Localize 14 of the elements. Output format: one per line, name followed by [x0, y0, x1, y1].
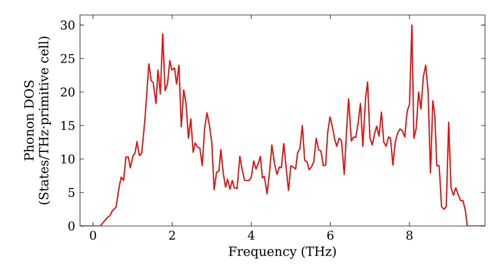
x-tick-label: 2 — [169, 230, 175, 240]
x-tick-label: 8 — [406, 230, 412, 240]
y-tick-label: 30 — [60, 20, 74, 30]
y-tick-label: 20 — [60, 87, 74, 97]
x-axis-title: Frequency (THz) — [228, 246, 336, 259]
y-tick-label: 0 — [68, 221, 74, 231]
x-tick-label: 0 — [90, 230, 96, 240]
y-tick-label: 5 — [68, 188, 74, 197]
y-tick-label: 25 — [60, 54, 74, 64]
x-tick-label: 4 — [248, 230, 254, 240]
y-tick-label: 10 — [61, 154, 74, 164]
x-tick-label: 6 — [327, 230, 334, 240]
y-axis-title: Phonon DOS (States/THz·primitive cell) — [24, 36, 51, 204]
y-tick-label: 15 — [61, 120, 74, 130]
